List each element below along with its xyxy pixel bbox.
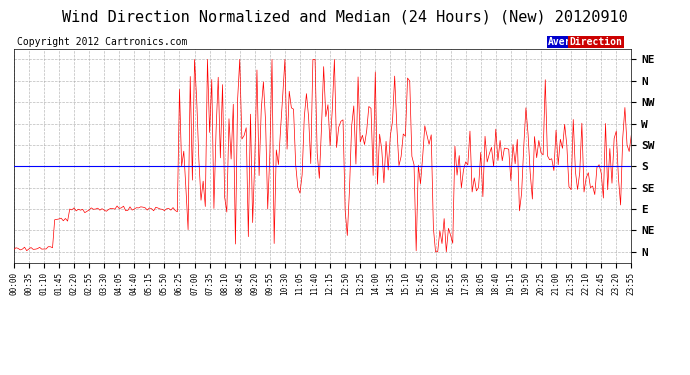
Text: Direction: Direction — [569, 37, 622, 47]
Text: Average: Average — [548, 37, 589, 47]
Text: Copyright 2012 Cartronics.com: Copyright 2012 Cartronics.com — [17, 37, 187, 47]
Text: Wind Direction Normalized and Median (24 Hours) (New) 20120910: Wind Direction Normalized and Median (24… — [62, 9, 628, 24]
